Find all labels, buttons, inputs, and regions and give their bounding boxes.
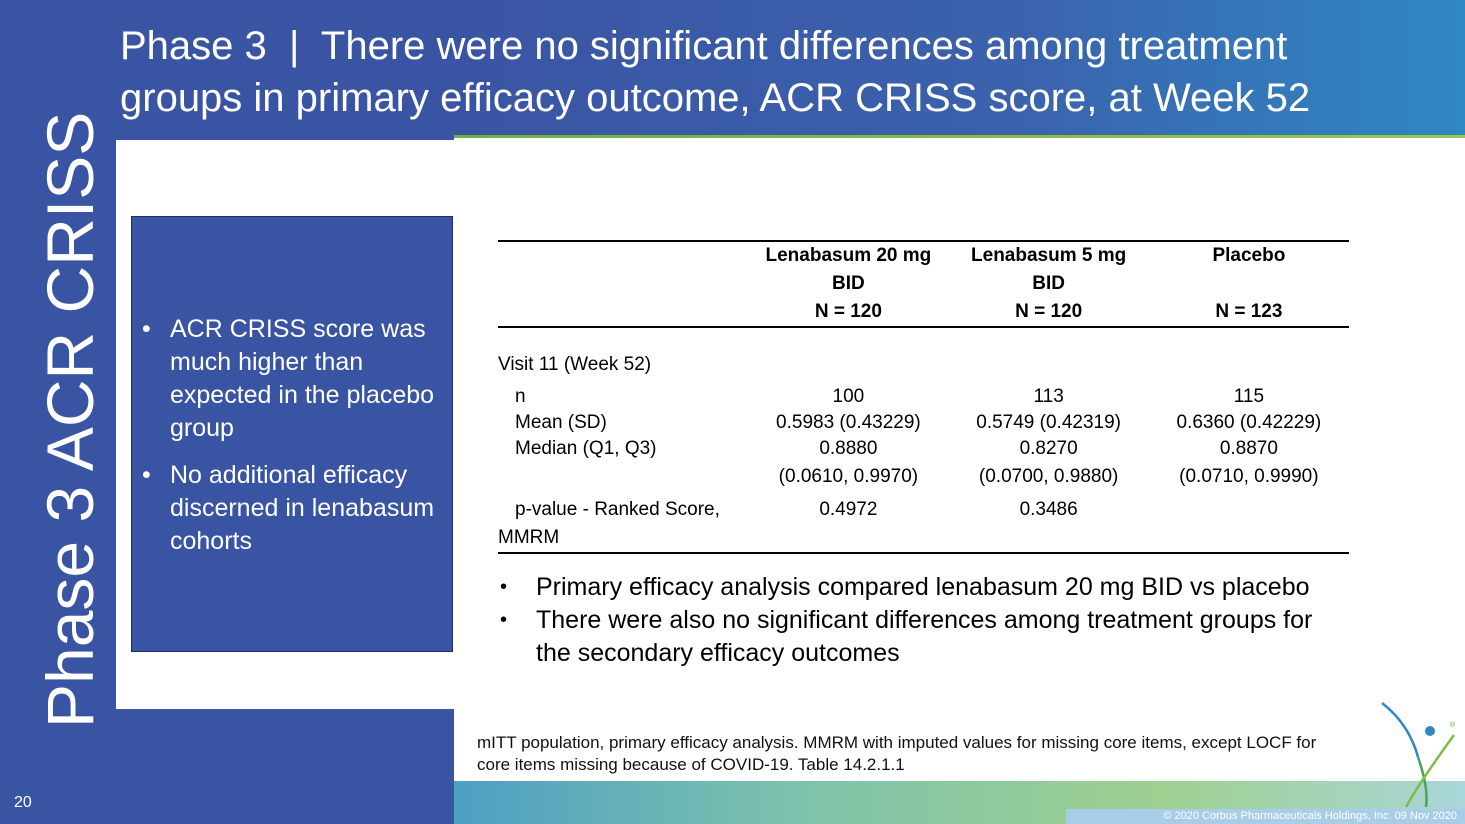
row-label: n (515, 386, 526, 407)
row-label: Mean (SD) (515, 412, 607, 433)
pvalue-label-line-1: p-value - Ranked Score, (515, 499, 720, 520)
key-point-text: ACR CRISS score was much higher than exp… (170, 315, 435, 442)
cell-value: 0.8870 (1219, 438, 1278, 459)
company-logo-icon: ® (1381, 702, 1456, 808)
pvalue-label-line-2: MMRM (498, 527, 560, 548)
key-points-box: • ACR CRISS score was much higher than ex… (131, 216, 453, 652)
slide-title-line-1: Phase 3 | There were no significant diff… (120, 24, 1288, 68)
slide-title: Phase 3 | There were no significant diff… (120, 20, 1420, 124)
row-label: Median (Q1, Q3) (515, 438, 657, 459)
notes-list: • Primary efficacy analysis compared lena… (500, 571, 1330, 670)
key-points-list: • ACR CRISS score was much higher than ex… (142, 313, 442, 572)
header-line: N = 120 (814, 301, 882, 322)
header-line: Lenabasum 20 mg (765, 245, 932, 266)
header-line: BID (832, 273, 865, 294)
header-accent-line (454, 135, 1465, 138)
cell-value: 115 (1233, 386, 1265, 407)
table-header-lenabasum-20mg: Lenabasum 20 mg BID N = 120 (748, 240, 949, 328)
header-line: N = 123 (1215, 301, 1283, 322)
slide-title-line-2: groups in primary efficacy outcome, ACR … (120, 76, 1311, 120)
cell-value: 0.4972 (748, 490, 949, 554)
footnote: mITT population, primary efficacy analys… (477, 733, 1317, 774)
cell-value: 0.3486 (948, 490, 1149, 554)
note-text: Primary efficacy analysis compared lenab… (536, 573, 1310, 601)
header-line: N = 120 (1015, 301, 1083, 322)
table-header-empty (498, 240, 749, 328)
table-row-pvalue: p-value - Ranked Score, MMRM 0.4972 0.34… (498, 490, 1349, 554)
top-header-band (454, 0, 1465, 137)
cell-value: (0.0610, 0.9970) (778, 466, 919, 487)
table-header-placebo: Placebo N = 123 (1148, 240, 1349, 328)
bullet-icon: • (142, 315, 151, 343)
table-row: n 100 113 115 (498, 378, 1349, 410)
cell-value: 0.5749 (0.42319) (976, 412, 1121, 433)
copyright-bar: © 2020 Corbus Pharmaceuticals Holdings, … (1066, 809, 1465, 824)
bullet-icon: • (500, 609, 508, 631)
cell-value: 0.6360 (0.42229) (1176, 412, 1322, 433)
registered-mark: ® (1450, 721, 1456, 729)
key-point-item: • No additional efficacy discerned in len… (142, 459, 442, 558)
cell-value: 0.5983 (0.43229) (776, 412, 921, 433)
cell-value: 0.8270 (1019, 438, 1078, 459)
visit-label: Visit 11 (Week 52) (498, 354, 652, 375)
table-row: Mean (SD) 0.5983 (0.43229) 0.5749 (0.423… (498, 410, 1349, 436)
pvalue-label: p-value - Ranked Score, MMRM (498, 490, 749, 554)
note-text: There were also no significant differenc… (536, 606, 1313, 667)
cell-value (1148, 490, 1349, 554)
cell-value: 113 (1033, 386, 1064, 407)
table-row: (0.0610, 0.9970) (0.0700, 0.9880) (0.071… (498, 462, 1349, 490)
bullet-icon: • (500, 576, 508, 598)
note-item: • There were also no significant differen… (500, 604, 1330, 670)
table-header-row: Lenabasum 20 mg BID N = 120 Lenabasum 5 … (498, 240, 1349, 328)
table-header-lenabasum-5mg: Lenabasum 5 mg BID N = 120 (948, 240, 1149, 328)
header-line: BID (1032, 273, 1065, 294)
bullet-icon: • (142, 461, 151, 489)
row-label (498, 462, 748, 490)
table-spacer-row (498, 327, 1349, 352)
cell-value: (0.0700, 0.9880) (978, 466, 1119, 487)
results-table: Lenabasum 20 mg BID N = 120 Lenabasum 5 … (498, 240, 1349, 554)
page-number: 20 (14, 794, 32, 811)
table-row-visit: Visit 11 (Week 52) (498, 352, 1349, 378)
header-line: Lenabasum 5 mg (971, 245, 1127, 266)
table-row: Median (Q1, Q3) 0.8880 0.8270 0.8870 (498, 436, 1349, 462)
cell-value: (0.0710, 0.9990) (1179, 466, 1319, 487)
note-item: • Primary efficacy analysis compared lena… (500, 571, 1330, 604)
header-line (1246, 273, 1251, 294)
key-point-item: • ACR CRISS score was much higher than ex… (142, 313, 442, 445)
key-point-text: No additional efficacy discerned in lena… (170, 461, 435, 555)
cell-value: 0.8880 (819, 438, 878, 459)
header-line: Placebo (1212, 245, 1286, 266)
cell-value: 100 (832, 386, 865, 407)
vertical-section-title: Phase 3 ACR CRISS (33, 111, 107, 728)
